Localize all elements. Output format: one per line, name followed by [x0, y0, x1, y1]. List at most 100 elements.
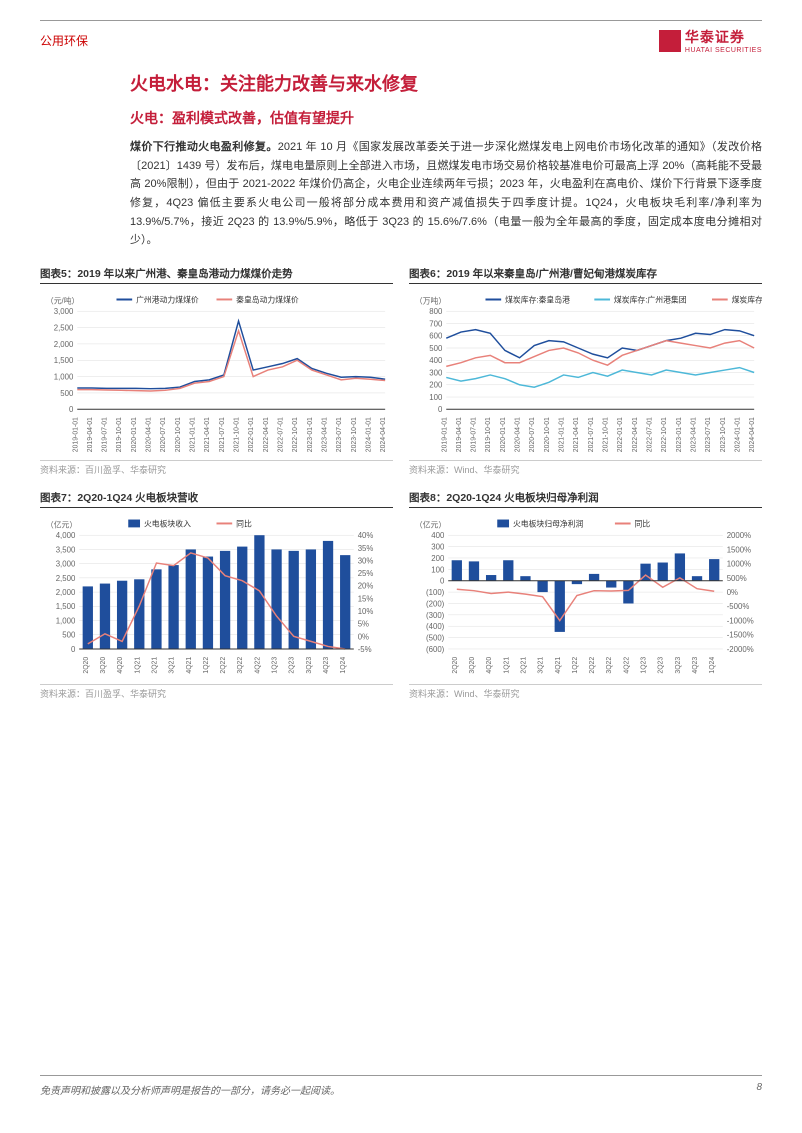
svg-text:20%: 20%: [358, 582, 374, 591]
chart7-title: 图表7：2Q20-1Q24 火电板块营收: [40, 490, 393, 508]
svg-text:1,000: 1,000: [54, 373, 74, 382]
chart6-title: 图表6：2019 年以来秦皇岛/广州港/曹妃甸港煤炭库存: [409, 266, 762, 284]
svg-text:3Q23: 3Q23: [675, 657, 682, 674]
svg-text:30%: 30%: [358, 557, 374, 566]
svg-text:2022-07-01: 2022-07-01: [647, 417, 654, 452]
svg-text:4,000: 4,000: [56, 531, 76, 540]
svg-text:4Q21: 4Q21: [186, 657, 193, 674]
svg-text:2023-07-01: 2023-07-01: [336, 417, 343, 452]
svg-text:(600): (600): [426, 645, 445, 654]
page-number: 8: [756, 1082, 762, 1097]
svg-text:2019-07-01: 2019-07-01: [471, 417, 478, 452]
svg-text:2023-01-01: 2023-01-01: [307, 417, 314, 452]
svg-text:300: 300: [429, 369, 443, 378]
chart6: 0100200300400500600700800（万吨）2019-01-012…: [409, 288, 762, 458]
sub-title: 火电：盈利模式改善，估值有望提升: [130, 108, 762, 128]
svg-text:1000%: 1000%: [727, 560, 751, 569]
svg-text:5%: 5%: [358, 620, 369, 629]
svg-text:4Q23: 4Q23: [323, 657, 330, 674]
svg-text:3Q20: 3Q20: [100, 657, 107, 674]
svg-text:（万吨）: （万吨）: [415, 296, 446, 306]
svg-text:2019-01-01: 2019-01-01: [72, 417, 79, 452]
svg-text:2022-10-01: 2022-10-01: [661, 417, 668, 452]
svg-text:2019-10-01: 2019-10-01: [485, 417, 492, 452]
svg-text:广州港动力煤煤价: 广州港动力煤煤价: [136, 295, 199, 305]
svg-text:2021-04-01: 2021-04-01: [204, 417, 211, 452]
svg-text:0: 0: [438, 405, 443, 414]
company-logo: 华泰证券 HUATAI SECURITIES: [659, 27, 762, 54]
svg-text:2Q20: 2Q20: [83, 657, 90, 674]
svg-text:0: 0: [69, 405, 74, 414]
svg-text:3Q23: 3Q23: [306, 657, 313, 674]
svg-text:1Q23: 1Q23: [272, 657, 279, 674]
svg-text:400: 400: [429, 356, 443, 365]
svg-text:1Q22: 1Q22: [572, 657, 579, 674]
disclaimer: 免责声明和披露以及分析师声明是报告的一部分，请务必一起阅读。: [40, 1082, 340, 1097]
svg-text:3Q21: 3Q21: [538, 657, 545, 674]
chart8-title: 图表8：2Q20-1Q24 火电板块归母净利润: [409, 490, 762, 508]
svg-text:500: 500: [62, 631, 76, 640]
svg-text:2023-04-01: 2023-04-01: [691, 417, 698, 452]
svg-text:煤炭库存:曹妃甸港: 煤炭库存:曹妃甸港: [732, 295, 762, 305]
svg-text:200: 200: [431, 554, 445, 563]
svg-text:2019-04-01: 2019-04-01: [456, 417, 463, 452]
chart5: 05001,0001,5002,0002,5003,000（元/吨）2019-0…: [40, 288, 393, 458]
svg-text:2020-01-01: 2020-01-01: [131, 417, 138, 452]
svg-text:2020-01-01: 2020-01-01: [500, 417, 507, 452]
svg-text:15%: 15%: [358, 594, 374, 603]
svg-text:3,000: 3,000: [56, 560, 76, 569]
svg-text:4Q20: 4Q20: [117, 657, 124, 674]
svg-text:1Q24: 1Q24: [709, 657, 716, 674]
svg-text:2Q21: 2Q21: [151, 657, 158, 674]
svg-text:40%: 40%: [358, 531, 374, 540]
svg-text:1Q22: 1Q22: [203, 657, 210, 674]
svg-text:2Q22: 2Q22: [220, 657, 227, 674]
body-paragraph: 煤价下行推动火电盈利修复。2021 年 10 月《国家发展改革委关于进一步深化燃…: [130, 138, 762, 250]
svg-text:2,000: 2,000: [56, 588, 76, 597]
svg-text:0%: 0%: [358, 632, 369, 641]
svg-text:2Q21: 2Q21: [520, 657, 527, 674]
svg-text:3,500: 3,500: [56, 546, 76, 555]
svg-text:35%: 35%: [358, 544, 374, 553]
svg-text:1,000: 1,000: [56, 617, 76, 626]
svg-text:-500%: -500%: [727, 602, 750, 611]
svg-text:1,500: 1,500: [54, 356, 74, 365]
svg-text:（元/吨）: （元/吨）: [46, 296, 80, 306]
header-category: 公用环保: [40, 32, 88, 49]
svg-text:3,000: 3,000: [54, 307, 74, 316]
svg-text:2021-01-01: 2021-01-01: [559, 417, 566, 452]
svg-text:2019-01-01: 2019-01-01: [441, 417, 448, 452]
svg-text:2020-10-01: 2020-10-01: [544, 417, 551, 452]
svg-text:2022-10-01: 2022-10-01: [292, 417, 299, 452]
svg-text:2023-10-01: 2023-10-01: [720, 417, 727, 452]
svg-text:0: 0: [440, 577, 445, 586]
svg-text:-1500%: -1500%: [727, 631, 754, 640]
svg-text:100: 100: [431, 565, 445, 574]
svg-text:(500): (500): [426, 634, 445, 643]
svg-text:火电板块收入: 火电板块收入: [144, 519, 191, 529]
svg-text:200: 200: [429, 381, 443, 390]
svg-text:2022-01-01: 2022-01-01: [248, 417, 255, 452]
svg-text:-5%: -5%: [358, 645, 372, 654]
svg-text:2022-04-01: 2022-04-01: [263, 417, 270, 452]
svg-text:2019-07-01: 2019-07-01: [102, 417, 109, 452]
svg-text:2,000: 2,000: [54, 340, 74, 349]
svg-text:2023-10-01: 2023-10-01: [351, 417, 358, 452]
svg-text:0: 0: [71, 645, 76, 654]
svg-text:2Q22: 2Q22: [589, 657, 596, 674]
svg-text:4Q21: 4Q21: [555, 657, 562, 674]
svg-text:0%: 0%: [727, 588, 738, 597]
svg-text:(300): (300): [426, 611, 445, 620]
svg-text:100: 100: [429, 393, 443, 402]
chart8: (600)(500)(400)(300)(200)(100)0100200300…: [409, 512, 762, 682]
svg-text:(400): (400): [426, 622, 445, 631]
svg-text:3Q22: 3Q22: [606, 657, 613, 674]
svg-text:2,500: 2,500: [56, 574, 76, 583]
svg-text:600: 600: [429, 332, 443, 341]
svg-text:800: 800: [429, 307, 443, 316]
svg-text:2021-10-01: 2021-10-01: [234, 417, 241, 452]
svg-text:-1000%: -1000%: [727, 617, 754, 626]
svg-text:2Q20: 2Q20: [452, 657, 459, 674]
svg-text:1Q21: 1Q21: [503, 657, 510, 674]
svg-text:400: 400: [431, 531, 445, 540]
